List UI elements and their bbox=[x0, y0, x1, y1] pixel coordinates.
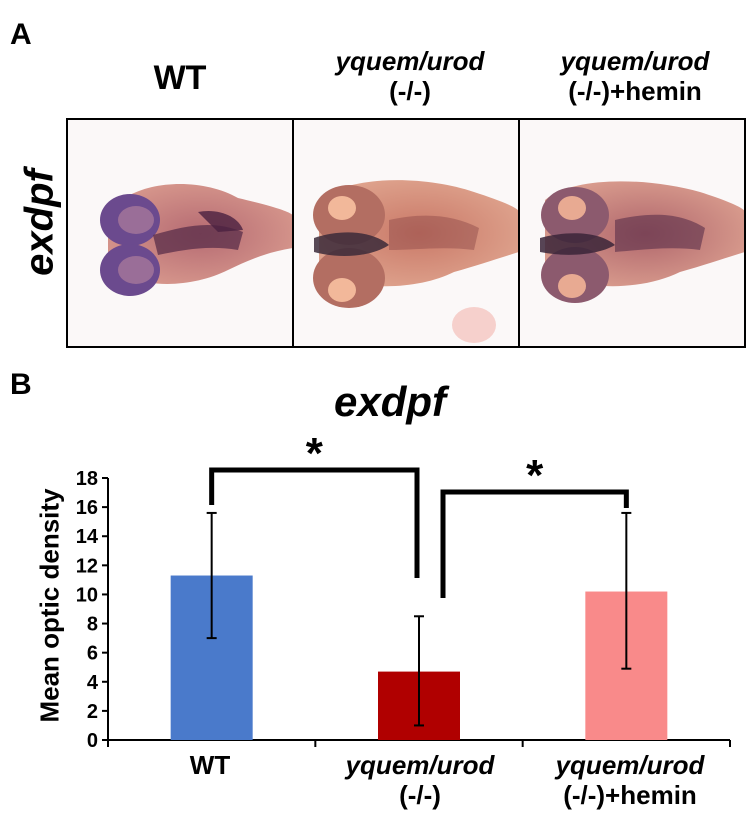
y-tick-label: 8 bbox=[87, 614, 98, 636]
y-tick-label: 18 bbox=[76, 468, 98, 490]
y-tick-label: 2 bbox=[87, 701, 98, 723]
row-label: exdpf bbox=[17, 169, 62, 276]
significance-star: * bbox=[526, 451, 544, 500]
embryo-illustration bbox=[540, 181, 744, 303]
panel-a-letter: A bbox=[10, 18, 32, 51]
column-header-wt: WT bbox=[120, 60, 240, 96]
y-tick-label: 10 bbox=[76, 584, 98, 606]
column-header-line1: yquem/urod bbox=[335, 46, 485, 76]
embryo-photo-wt bbox=[68, 120, 292, 346]
panel-b-letter: B bbox=[10, 368, 32, 401]
x-label-line2: (-/-) bbox=[399, 780, 441, 810]
x-label-wt: WT bbox=[150, 750, 270, 780]
y-axis-label: Mean optic density bbox=[34, 488, 65, 723]
significance-star: * bbox=[306, 429, 324, 478]
chart-title: exdpf bbox=[333, 378, 446, 425]
y-tick-label: 12 bbox=[76, 555, 98, 577]
column-header-hemin: yquem/urod (-/-)+hemin bbox=[525, 46, 745, 106]
x-label-line1: yquem/urod bbox=[555, 750, 705, 780]
x-label-line1: yquem/urod bbox=[345, 750, 495, 780]
column-header-mutant: yquem/urod (-/-) bbox=[300, 46, 520, 106]
significance-bracket bbox=[440, 489, 629, 598]
x-label-line2: (-/-)+hemin bbox=[563, 780, 697, 810]
significance-bracket bbox=[209, 467, 420, 578]
embryo-illustration bbox=[100, 184, 292, 296]
y-tick-label: 14 bbox=[76, 526, 99, 548]
y-tick-label: 4 bbox=[87, 672, 99, 694]
y-tick-label: 16 bbox=[76, 497, 98, 519]
bar bbox=[585, 591, 668, 740]
bar bbox=[378, 671, 460, 740]
embryo-photo-mutant bbox=[292, 120, 518, 346]
column-header-line1: yquem/urod bbox=[560, 46, 710, 76]
x-label-hemin: yquem/urod (-/-)+hemin bbox=[515, 750, 745, 810]
embryo-photo-hemin bbox=[518, 120, 744, 346]
x-label-mutant: yquem/urod (-/-) bbox=[305, 750, 535, 810]
x-label-line1: WT bbox=[189, 750, 231, 780]
column-header-line2: (-/-) bbox=[389, 76, 431, 106]
embryo-image-strip bbox=[66, 118, 746, 348]
column-header-line2: (-/-)+hemin bbox=[568, 76, 702, 106]
y-tick-label: 0 bbox=[87, 730, 98, 752]
column-header-line1: WT bbox=[153, 59, 207, 97]
y-tick-label: 6 bbox=[87, 643, 98, 665]
bar bbox=[170, 575, 253, 740]
embryo-illustration bbox=[313, 180, 518, 343]
